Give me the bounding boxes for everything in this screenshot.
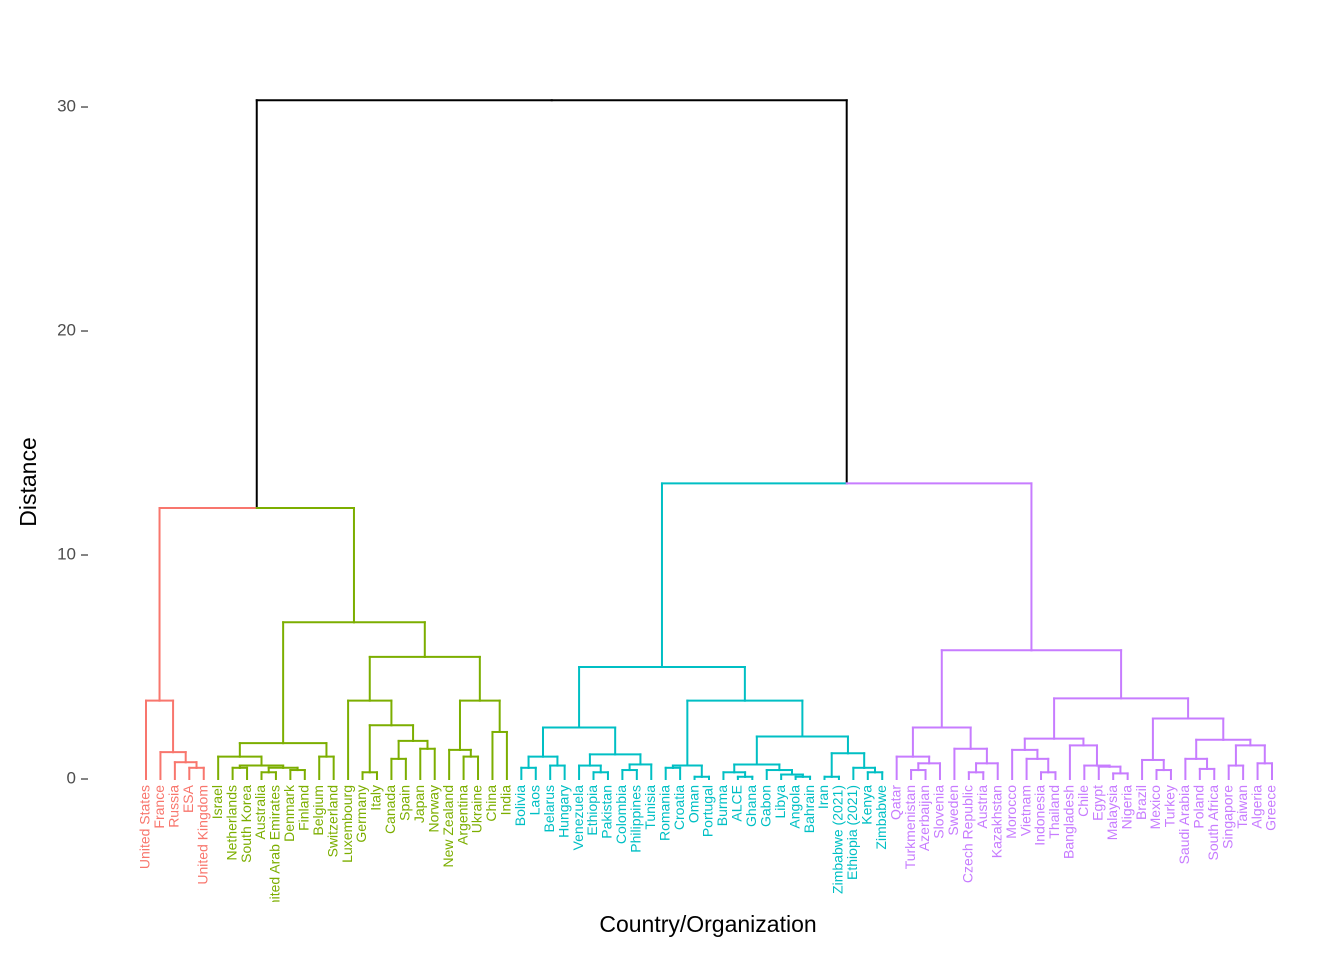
leaf-label: Luxembourg xyxy=(339,785,355,863)
leaf-label: Denmark xyxy=(281,784,297,842)
leaf-label: Algeria xyxy=(1248,785,1264,829)
leaf-label: Mexico xyxy=(1147,785,1163,830)
leaf-label: Iran xyxy=(815,785,831,809)
leaf-label: Italy xyxy=(368,785,384,811)
leaf-label: Philippines xyxy=(628,785,644,853)
leaf-label: Ghana xyxy=(743,785,759,827)
leaf-label: Taiwan xyxy=(1234,785,1250,829)
leaf-label: Poland xyxy=(1191,785,1207,829)
leaf-label: Germany xyxy=(353,785,369,843)
leaf-label: United Arab Emirates xyxy=(267,785,283,917)
leaf-label: Slovenia xyxy=(931,785,947,839)
y-tick-label: 20 xyxy=(57,320,76,339)
leaf-label: Malaysia xyxy=(1104,785,1120,840)
leaf-label: Turkey xyxy=(1162,785,1178,827)
leaf-label: Finland xyxy=(295,785,311,831)
leaf-label: Australia xyxy=(252,785,268,840)
leaf-label: Hungary xyxy=(555,785,571,838)
leaf-label: United Kingdom xyxy=(194,785,210,885)
leaf-label: Bolivia xyxy=(512,785,528,826)
leaf-label: New Zealand xyxy=(440,785,456,868)
leaf-label: Venezuela xyxy=(570,785,586,851)
leaf-label: South Korea xyxy=(238,785,254,863)
leaf-label: Egypt xyxy=(1089,785,1105,821)
leaf-label: Indonesia xyxy=(1032,785,1048,846)
leaf-label: Israel xyxy=(209,785,225,819)
leaf-label: Chile xyxy=(1075,785,1091,817)
leaf-label: Vietnam xyxy=(1017,785,1033,836)
leaf-label: France xyxy=(151,785,167,829)
leaf-label: Belgium xyxy=(310,785,326,836)
leaf-label: Gabon xyxy=(757,785,773,827)
leaf-label: Singapore xyxy=(1219,785,1235,849)
leaf-label: Russia xyxy=(166,785,182,828)
leaf-label: Belarus xyxy=(541,785,557,832)
leaf-label: Austria xyxy=(974,785,990,829)
y-axis-title: Distance xyxy=(15,437,41,526)
leaf-label: Canada xyxy=(382,785,398,834)
y-tick-label: 30 xyxy=(57,97,76,116)
leaf-label: United States xyxy=(137,785,153,869)
leaf-label: Oman xyxy=(685,785,701,823)
leaf-label: Laos xyxy=(526,785,542,815)
leaf-label: Ethiopia xyxy=(584,785,600,836)
leaf-label: Sweden xyxy=(945,785,961,836)
leaf-label: Angola xyxy=(786,785,802,829)
leaf-label: Pakistan xyxy=(599,785,615,839)
leaf-label: Japan xyxy=(411,785,427,823)
leaf-label: Burma xyxy=(714,785,730,826)
leaf-label: Bangladesh xyxy=(1061,785,1077,859)
leaf-label: Nigeria xyxy=(1118,785,1134,830)
leaf-label: Romania xyxy=(656,785,672,841)
leaf-label: Brazil xyxy=(1133,785,1149,820)
x-axis-title: Country/Organization xyxy=(599,911,816,937)
leaf-label: Zimbabwe xyxy=(873,785,889,850)
leaf-label: Portugal xyxy=(700,785,716,837)
leaf-label: Qatar xyxy=(887,785,903,820)
leaf-label: Kenya xyxy=(858,785,874,825)
y-tick-label: 10 xyxy=(57,544,76,563)
leaf-label: Argentina xyxy=(454,785,470,845)
leaf-label: Libya xyxy=(772,785,788,819)
leaf-label: Greece xyxy=(1263,785,1279,831)
leaf-label: Saudi Arabia xyxy=(1176,785,1192,865)
leaf-label: Ethiopia (2021) xyxy=(844,785,860,880)
leaf-label: Netherlands xyxy=(223,785,239,861)
leaf-label: Kazakhstan xyxy=(988,785,1004,858)
leaf-label: China xyxy=(483,785,499,822)
leaf-label: Colombia xyxy=(613,785,629,844)
leaf-label: Croatia xyxy=(671,785,687,830)
leaf-label: Bahrain xyxy=(801,785,817,833)
leaf-label: Zimbabwe (2021) xyxy=(830,785,846,894)
leaf-label: Norway xyxy=(425,785,441,832)
leaf-label: Switzerland xyxy=(324,785,340,857)
leaf-label: Thailand xyxy=(1046,785,1062,839)
leaf-label: Azerbaijan xyxy=(916,785,932,851)
leaf-label: ALCE xyxy=(729,785,745,822)
y-tick-label: 0 xyxy=(67,768,76,787)
leaf-label: South Africa xyxy=(1205,785,1221,861)
leaf-label: Spain xyxy=(397,785,413,821)
leaf-label: ESA xyxy=(180,784,196,813)
leaf-label: Tunisia xyxy=(642,785,658,830)
leaf-label: India xyxy=(498,785,514,816)
leaf-label: Morocco xyxy=(1003,785,1019,839)
leaf-label: Ukraine xyxy=(469,785,485,833)
leaf-label: Turkmenistan xyxy=(902,785,918,869)
leaf-label: Czech Republic xyxy=(960,785,976,883)
